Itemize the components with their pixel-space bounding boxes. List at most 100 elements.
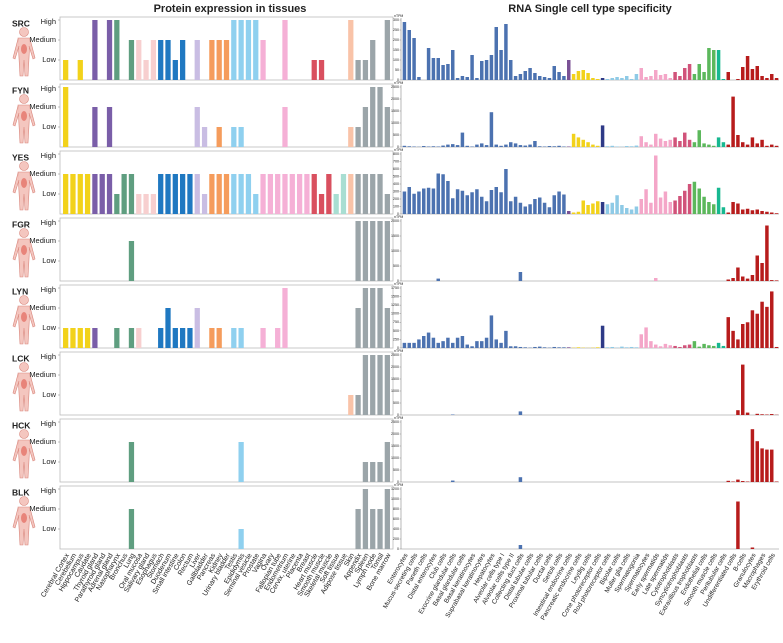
bar xyxy=(451,198,455,214)
bar xyxy=(745,208,750,214)
y-tick-label: 600 xyxy=(393,167,399,171)
bar xyxy=(721,142,726,147)
bar xyxy=(377,221,383,281)
y-tick-label: 250 xyxy=(393,337,399,341)
y-tick-label: 1500 xyxy=(391,234,399,238)
bar xyxy=(370,355,376,415)
y-tick-label: 0 xyxy=(397,413,399,417)
bar xyxy=(745,278,750,281)
gene-label: LCK xyxy=(12,353,30,363)
bar xyxy=(460,336,465,348)
bar xyxy=(99,174,105,214)
bar xyxy=(668,139,672,147)
bar xyxy=(591,203,595,214)
body-figure xyxy=(21,178,27,188)
bar xyxy=(480,196,484,214)
y-tick-label: Low xyxy=(42,390,56,399)
bar xyxy=(673,137,677,147)
body-figure xyxy=(21,245,27,255)
y-tick-label: 300 xyxy=(393,18,399,22)
bar xyxy=(581,70,585,80)
bar xyxy=(238,174,244,214)
bar xyxy=(465,77,469,80)
bar xyxy=(547,78,552,80)
y-tick-label: High xyxy=(41,419,56,428)
bar xyxy=(407,342,411,348)
bar xyxy=(348,395,354,415)
y-axis-label: nTPM xyxy=(394,416,403,420)
bar xyxy=(518,272,523,281)
bar xyxy=(165,40,171,80)
bar xyxy=(538,76,542,80)
y-tick-label: Low xyxy=(42,55,56,64)
bar xyxy=(678,346,682,348)
bar xyxy=(172,328,178,348)
bar xyxy=(538,197,542,214)
bar xyxy=(774,280,779,281)
bar xyxy=(377,174,383,214)
bar xyxy=(625,146,629,147)
bar xyxy=(692,181,697,214)
bar xyxy=(158,174,164,214)
bar xyxy=(460,132,465,147)
bar xyxy=(355,509,361,549)
bar xyxy=(460,190,465,214)
y-tick-label: 500 xyxy=(393,264,399,268)
y-tick-label: Medium xyxy=(29,35,56,44)
bar xyxy=(736,410,740,415)
gene-label: FYN xyxy=(12,85,29,95)
bar xyxy=(615,195,619,214)
bar xyxy=(668,345,672,348)
bar xyxy=(70,328,76,348)
bar xyxy=(770,414,774,415)
bar xyxy=(489,112,494,147)
bar xyxy=(484,201,489,214)
bar xyxy=(348,127,354,147)
bar xyxy=(518,411,523,415)
bar xyxy=(731,278,735,281)
bar xyxy=(465,145,469,147)
bar xyxy=(355,221,361,281)
bar xyxy=(475,144,479,147)
bar xyxy=(765,449,769,482)
body-figure xyxy=(19,496,29,506)
bar xyxy=(755,441,759,482)
bar xyxy=(355,308,361,348)
body-figure xyxy=(17,37,31,77)
bar xyxy=(683,190,687,214)
bar xyxy=(136,328,142,348)
y-tick-label: 500 xyxy=(393,133,399,137)
bar xyxy=(475,341,479,348)
bar xyxy=(605,79,610,80)
bar xyxy=(180,328,186,348)
bar xyxy=(518,346,523,348)
bar xyxy=(571,133,576,147)
body-figure xyxy=(19,161,29,171)
y-tick-label: 1000 xyxy=(391,389,399,393)
y-tick-label: 2000 xyxy=(391,365,399,369)
body-figure xyxy=(19,429,29,439)
bar xyxy=(731,330,735,348)
bar xyxy=(625,347,629,348)
bar xyxy=(238,529,244,549)
bar xyxy=(513,196,518,214)
bar xyxy=(484,145,489,147)
bar xyxy=(562,347,566,348)
bar xyxy=(750,429,755,482)
bar xyxy=(441,65,445,80)
bar xyxy=(260,328,266,348)
bar xyxy=(586,73,590,80)
bar xyxy=(362,462,369,482)
bar xyxy=(216,40,222,80)
y-tick-label: 2000 xyxy=(391,219,399,223)
bar xyxy=(736,267,740,281)
bar xyxy=(446,181,450,214)
bar xyxy=(707,48,711,80)
bar xyxy=(417,191,421,214)
bar xyxy=(362,174,369,214)
body-figure xyxy=(12,507,36,529)
bar xyxy=(172,174,178,214)
y-axis-label: nTPM xyxy=(394,483,403,487)
bar xyxy=(770,144,774,147)
bar xyxy=(760,139,764,147)
